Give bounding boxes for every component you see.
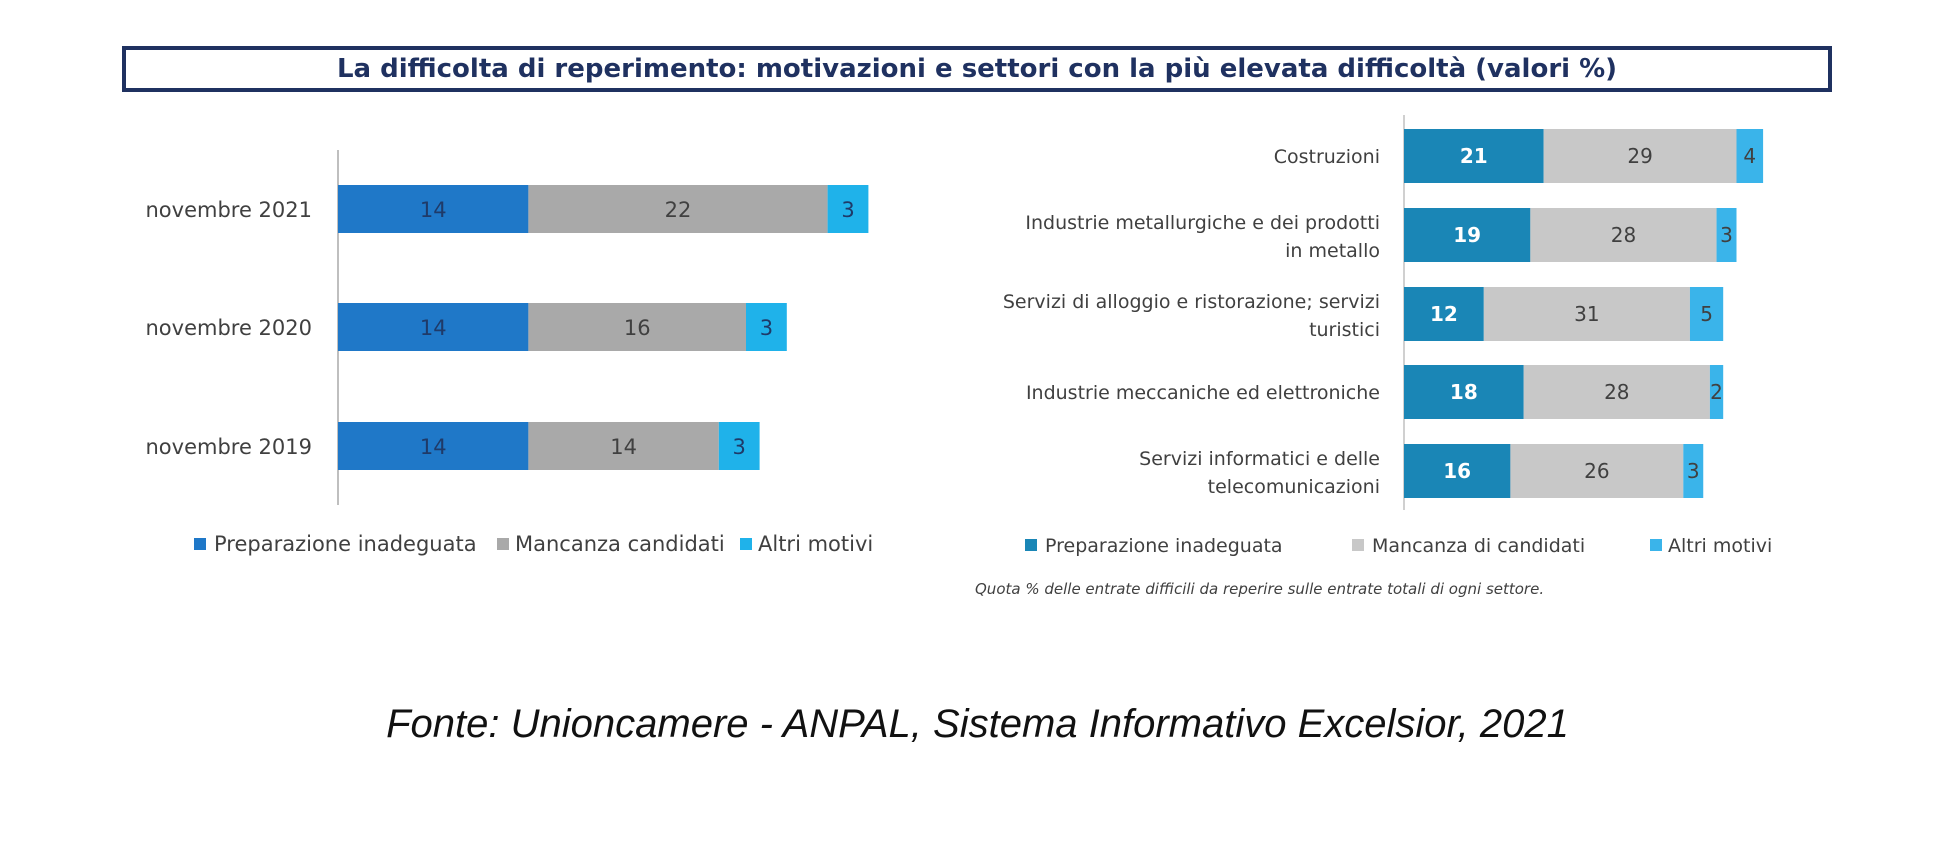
data-label: 12 bbox=[1430, 302, 1458, 326]
bar-segment bbox=[528, 185, 828, 233]
legend-swatch bbox=[1352, 539, 1364, 551]
bar-segment bbox=[1483, 287, 1690, 341]
bar-segment bbox=[1404, 444, 1511, 498]
legend-entry: Altri motivi bbox=[758, 532, 873, 556]
data-label: 28 bbox=[1611, 223, 1636, 247]
bar-segment bbox=[1736, 129, 1764, 183]
category-label: Industrie metallurgiche e dei prodotti bbox=[1025, 212, 1380, 234]
bar-segment bbox=[827, 185, 869, 233]
category-label: Servizi di alloggio e ristorazione; serv… bbox=[1003, 291, 1380, 313]
bar-segment bbox=[1523, 365, 1710, 419]
data-label: 26 bbox=[1584, 459, 1609, 483]
bar-segment bbox=[1530, 208, 1717, 262]
chart-reasons-by-year: novembre 2021 14 22 3 novembre 2020 14 16 3 nove… bbox=[145, 150, 873, 556]
data-label: 18 bbox=[1450, 380, 1478, 404]
category-label: novembre 2019 bbox=[145, 435, 312, 459]
data-label: 3 bbox=[1720, 223, 1733, 247]
legend-entry: Altri motivi bbox=[1668, 535, 1772, 557]
data-label: 3 bbox=[841, 198, 854, 222]
bar-segment bbox=[338, 185, 529, 233]
bar-segment bbox=[1543, 129, 1737, 183]
bar-segment bbox=[1716, 208, 1737, 262]
data-label: 31 bbox=[1574, 302, 1599, 326]
bar-segment bbox=[1404, 129, 1544, 183]
data-label: 14 bbox=[420, 316, 447, 340]
data-label: 3 bbox=[760, 316, 773, 340]
data-label: 29 bbox=[1627, 144, 1652, 168]
bar-segment bbox=[1709, 365, 1724, 419]
data-label: 14 bbox=[610, 435, 637, 459]
category-label: Servizi informatici e delle bbox=[1139, 448, 1380, 470]
legend-swatch bbox=[740, 538, 752, 550]
chart-sectors: Costruzioni 21 29 4 Industrie metallurgiche … bbox=[1003, 115, 1772, 557]
category-label: novembre 2021 bbox=[145, 198, 312, 222]
legend-swatch bbox=[1025, 539, 1037, 551]
category-label: turistici bbox=[1309, 319, 1380, 341]
bar-segment bbox=[1404, 287, 1484, 341]
data-label: 16 bbox=[624, 316, 651, 340]
bar-segment bbox=[1683, 444, 1704, 498]
source-caption: Fonte: Unioncamere - ANPAL, Sistema Info… bbox=[386, 702, 1569, 746]
category-label: in metallo bbox=[1285, 240, 1380, 262]
data-label: 3 bbox=[1687, 459, 1700, 483]
bar-segment bbox=[338, 422, 529, 470]
data-label: 19 bbox=[1453, 223, 1481, 247]
bar-segment bbox=[1689, 287, 1724, 341]
legend-swatch bbox=[1650, 539, 1662, 551]
data-label: 22 bbox=[665, 198, 692, 222]
data-label: 5 bbox=[1700, 302, 1713, 326]
legend-swatch bbox=[497, 538, 509, 550]
legend-swatch bbox=[194, 538, 206, 550]
page-title: La difficolta di reperimento: motivazion… bbox=[122, 46, 1832, 92]
category-label: Industrie meccaniche ed elettroniche bbox=[1026, 382, 1380, 404]
bar-segment bbox=[528, 422, 719, 470]
category-label: Costruzioni bbox=[1274, 146, 1380, 168]
data-label: 21 bbox=[1460, 144, 1488, 168]
bar-segment bbox=[1404, 208, 1531, 262]
legend-entry: Mancanza candidati bbox=[515, 532, 725, 556]
bar-segment bbox=[338, 303, 529, 351]
data-label: 14 bbox=[420, 198, 447, 222]
legend-entry: Preparazione inadeguata bbox=[214, 532, 477, 556]
data-label: 28 bbox=[1604, 380, 1629, 404]
category-label: telecomunicazioni bbox=[1208, 476, 1380, 498]
data-label: 16 bbox=[1443, 459, 1471, 483]
legend-entry: Preparazione inadeguata bbox=[1045, 535, 1283, 557]
category-label: novembre 2020 bbox=[145, 316, 312, 340]
data-label: 4 bbox=[1743, 144, 1756, 168]
data-label: 14 bbox=[420, 435, 447, 459]
bar-segment bbox=[528, 303, 746, 351]
data-label: 3 bbox=[733, 435, 746, 459]
bar-segment bbox=[1510, 444, 1684, 498]
legend-entry: Mancanza di candidati bbox=[1372, 535, 1585, 557]
bar-segment bbox=[718, 422, 760, 470]
bar-segment bbox=[746, 303, 787, 351]
chart-note: Quota % delle entrate difficili da reper… bbox=[975, 580, 1545, 598]
bar-segment bbox=[1404, 365, 1524, 419]
data-label: 2 bbox=[1710, 380, 1723, 404]
